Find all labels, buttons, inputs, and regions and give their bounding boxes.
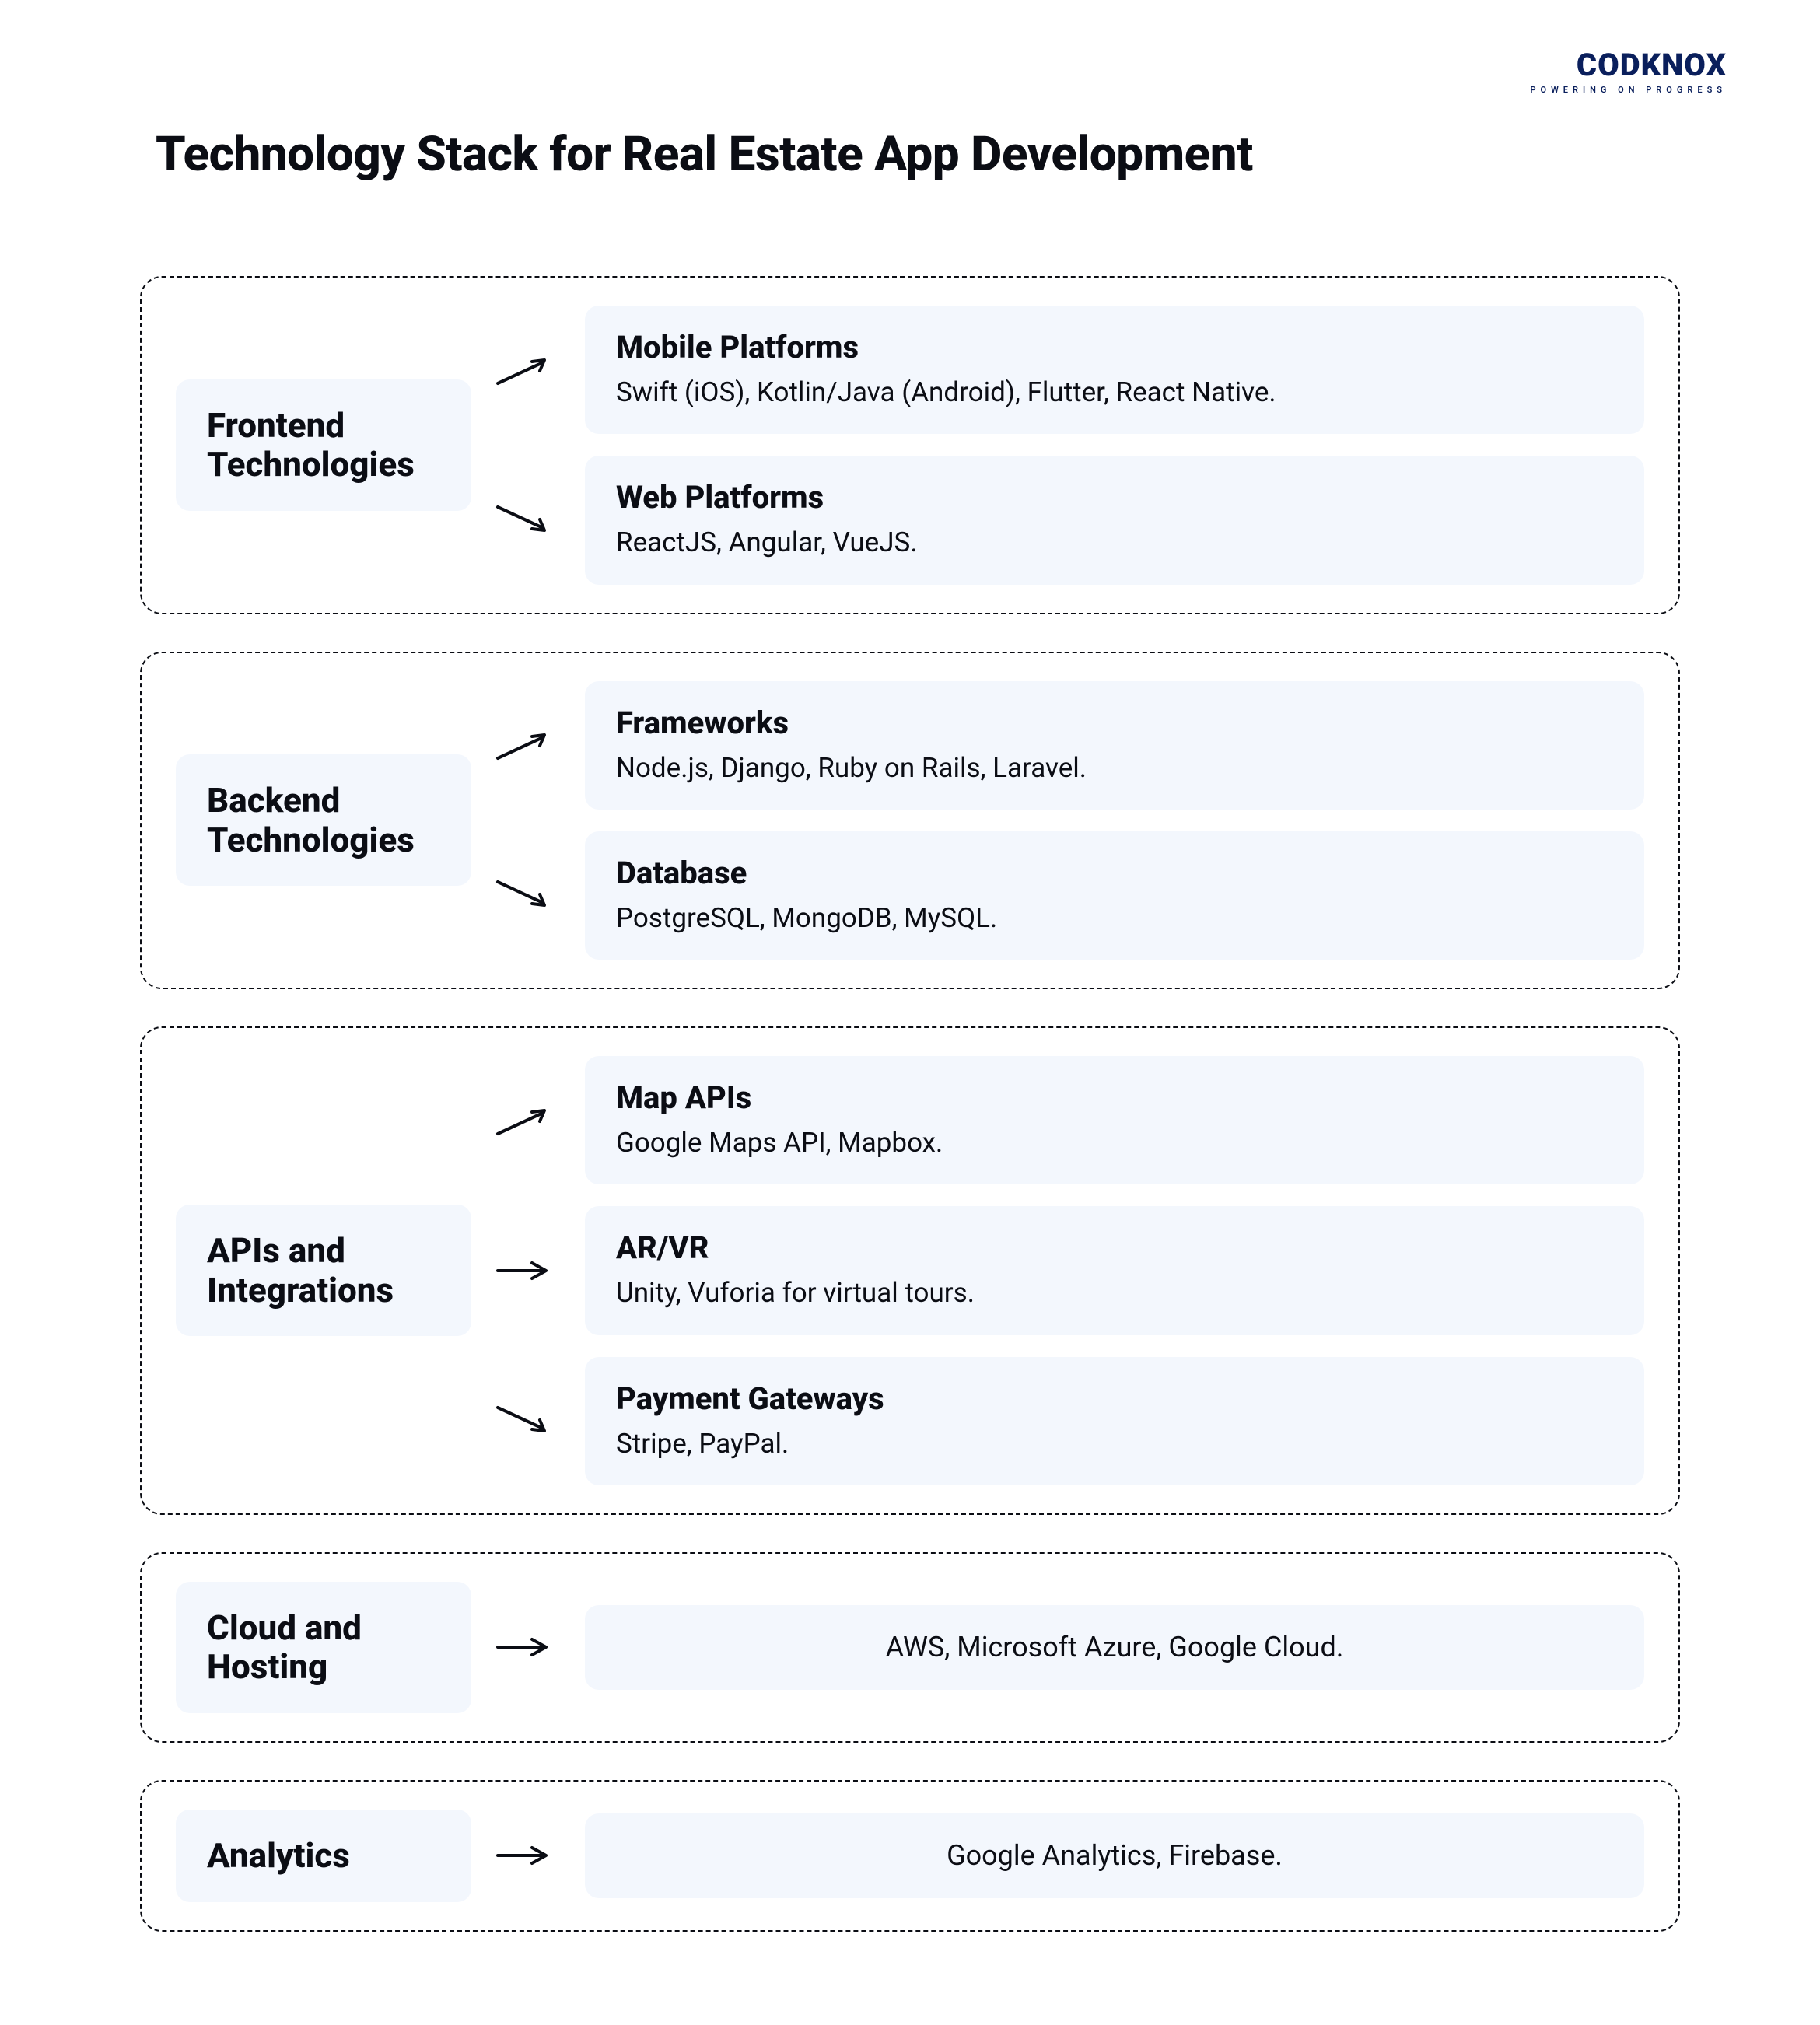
tech-item: Map APIs Google Maps API, Mapbox.	[585, 1056, 1644, 1184]
arrow-icon	[493, 1103, 555, 1140]
group-backend: Backend Technologies Frameworks Node.js, …	[140, 652, 1680, 990]
tech-item-title: Web Platforms	[616, 479, 1613, 516]
tech-item: Frameworks Node.js, Django, Ruby on Rails…	[585, 681, 1644, 810]
tech-item-body: AWS, Microsoft Azure, Google Cloud.	[886, 1628, 1344, 1667]
group-label-backend: Backend Technologies	[176, 754, 471, 886]
tech-item-body: Node.js, Django, Ruby on Rails, Laravel.	[616, 750, 1613, 786]
tech-item-body: ReactJS, Angular, VueJS.	[616, 524, 1613, 561]
tech-item-body: Google Maps API, Mapbox.	[616, 1124, 1613, 1161]
items-col: Frameworks Node.js, Django, Ruby on Rails…	[585, 681, 1644, 960]
arrows-col	[493, 681, 563, 960]
brand-tagline: POWERING ON PROGRESS	[1530, 85, 1727, 95]
arrows-col	[493, 1582, 563, 1713]
arrows-col	[493, 1056, 563, 1485]
group-label-text: Cloud and Hosting	[207, 1608, 440, 1687]
tech-item: AR/VR Unity, Vuforia for virtual tours.	[585, 1206, 1644, 1334]
arrow-icon	[493, 876, 555, 913]
brand-logo: CODKNOX POWERING ON PROGRESS	[1530, 47, 1727, 95]
arrow-icon	[493, 1837, 555, 1874]
tech-item: Google Analytics, Firebase.	[585, 1813, 1644, 1898]
tech-item: Web Platforms ReactJS, Angular, VueJS.	[585, 456, 1644, 584]
group-label-cloud: Cloud and Hosting	[176, 1582, 471, 1713]
group-frontend: Frontend Technologies Mobile Platforms Sw…	[140, 276, 1680, 614]
tech-item-body: Google Analytics, Firebase.	[947, 1837, 1283, 1875]
tech-item-title: Mobile Platforms	[616, 329, 1613, 366]
tech-item-body: PostgreSQL, MongoDB, MySQL.	[616, 900, 1613, 936]
tech-item: Database PostgreSQL, MongoDB, MySQL.	[585, 831, 1644, 960]
arrows-col	[493, 1810, 563, 1902]
tech-stack: Frontend Technologies Mobile Platforms Sw…	[93, 276, 1727, 1932]
tech-item-title: Payment Gateways	[616, 1380, 1613, 1418]
tech-item: AWS, Microsoft Azure, Google Cloud.	[585, 1605, 1644, 1690]
group-label-analytics: Analytics	[176, 1810, 471, 1902]
tech-item-title: Frameworks	[616, 705, 1613, 742]
group-label-text: Analytics	[207, 1836, 350, 1876]
arrow-icon	[493, 501, 555, 538]
tech-item: Payment Gateways Stripe, PayPal.	[585, 1357, 1644, 1485]
group-label-apis: APIs and Integrations	[176, 1205, 471, 1336]
items-col: AWS, Microsoft Azure, Google Cloud.	[585, 1605, 1644, 1690]
tech-item-title: AR/VR	[616, 1229, 1613, 1267]
tech-item-body: Swift (iOS), Kotlin/Java (Android), Flut…	[616, 374, 1613, 411]
arrow-icon	[493, 352, 555, 390]
arrow-icon	[493, 1628, 555, 1666]
items-col: Mobile Platforms Swift (iOS), Kotlin/Java…	[585, 306, 1644, 585]
items-col: Google Analytics, Firebase.	[585, 1813, 1644, 1898]
group-analytics: Analytics Google Analytics, Firebase.	[140, 1780, 1680, 1932]
tech-item-title: Database	[616, 855, 1613, 892]
tech-item-body: Unity, Vuforia for virtual tours.	[616, 1275, 1613, 1311]
items-col: Map APIs Google Maps API, Mapbox. AR/VR Uni…	[585, 1056, 1644, 1485]
arrow-icon	[493, 727, 555, 764]
group-label-frontend: Frontend Technologies	[176, 379, 471, 511]
tech-item-body: Stripe, PayPal.	[616, 1425, 1613, 1462]
tech-item: Mobile Platforms Swift (iOS), Kotlin/Java…	[585, 306, 1644, 434]
group-label-text: APIs and Integrations	[207, 1231, 440, 1310]
arrow-icon	[493, 1252, 555, 1289]
tech-item-title: Map APIs	[616, 1079, 1613, 1117]
group-apis: APIs and Integrations Map APIs Google Map…	[140, 1026, 1680, 1515]
brand-name: CODKNOX	[1530, 47, 1727, 83]
page-title: Technology Stack for Real Estate App Dev…	[156, 126, 1727, 183]
group-cloud: Cloud and Hosting AWS, Microsoft Azure, …	[140, 1552, 1680, 1743]
arrows-col	[493, 306, 563, 585]
arrow-icon	[493, 1401, 555, 1439]
group-label-text: Frontend Technologies	[207, 406, 440, 484]
brand-row: CODKNOX POWERING ON PROGRESS	[93, 47, 1727, 95]
group-label-text: Backend Technologies	[207, 781, 440, 859]
